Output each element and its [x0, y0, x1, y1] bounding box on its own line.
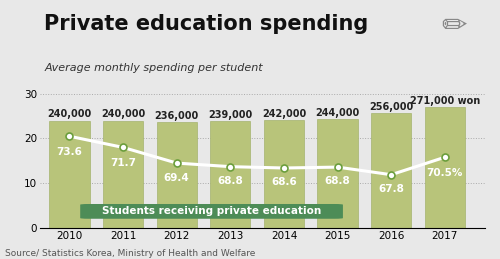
- Bar: [50, 121, 90, 228]
- Text: ✏: ✏: [441, 12, 466, 41]
- Text: 68.6: 68.6: [271, 177, 297, 188]
- Bar: [264, 120, 304, 228]
- Text: 68.8: 68.8: [324, 176, 350, 186]
- Text: 240,000: 240,000: [48, 110, 92, 119]
- Text: Private education spending: Private education spending: [44, 14, 368, 34]
- Text: 240,000: 240,000: [101, 110, 145, 119]
- Text: Students receiving private education: Students receiving private education: [102, 206, 321, 216]
- Text: 239,000: 239,000: [208, 110, 252, 120]
- Text: 242,000: 242,000: [262, 109, 306, 119]
- Text: 256,000: 256,000: [369, 102, 414, 112]
- Text: 71.7: 71.7: [110, 158, 136, 168]
- Text: 70.5%: 70.5%: [426, 168, 463, 178]
- Text: 244,000: 244,000: [316, 108, 360, 118]
- Text: Source/ Statistics Korea, Ministry of Health and Welfare: Source/ Statistics Korea, Ministry of He…: [5, 249, 256, 258]
- Text: Average monthly spending per student: Average monthly spending per student: [44, 63, 263, 73]
- Text: 236,000: 236,000: [154, 111, 199, 121]
- FancyBboxPatch shape: [80, 204, 343, 219]
- Bar: [371, 113, 412, 228]
- Bar: [424, 107, 465, 228]
- Bar: [156, 123, 197, 228]
- Text: 68.8: 68.8: [218, 176, 243, 186]
- Text: 69.4: 69.4: [164, 173, 190, 183]
- Text: 271,000 won: 271,000 won: [410, 96, 480, 106]
- Bar: [318, 119, 358, 228]
- Text: 73.6: 73.6: [56, 147, 82, 157]
- Bar: [103, 121, 143, 228]
- Text: 67.8: 67.8: [378, 184, 404, 194]
- Bar: [210, 121, 250, 228]
